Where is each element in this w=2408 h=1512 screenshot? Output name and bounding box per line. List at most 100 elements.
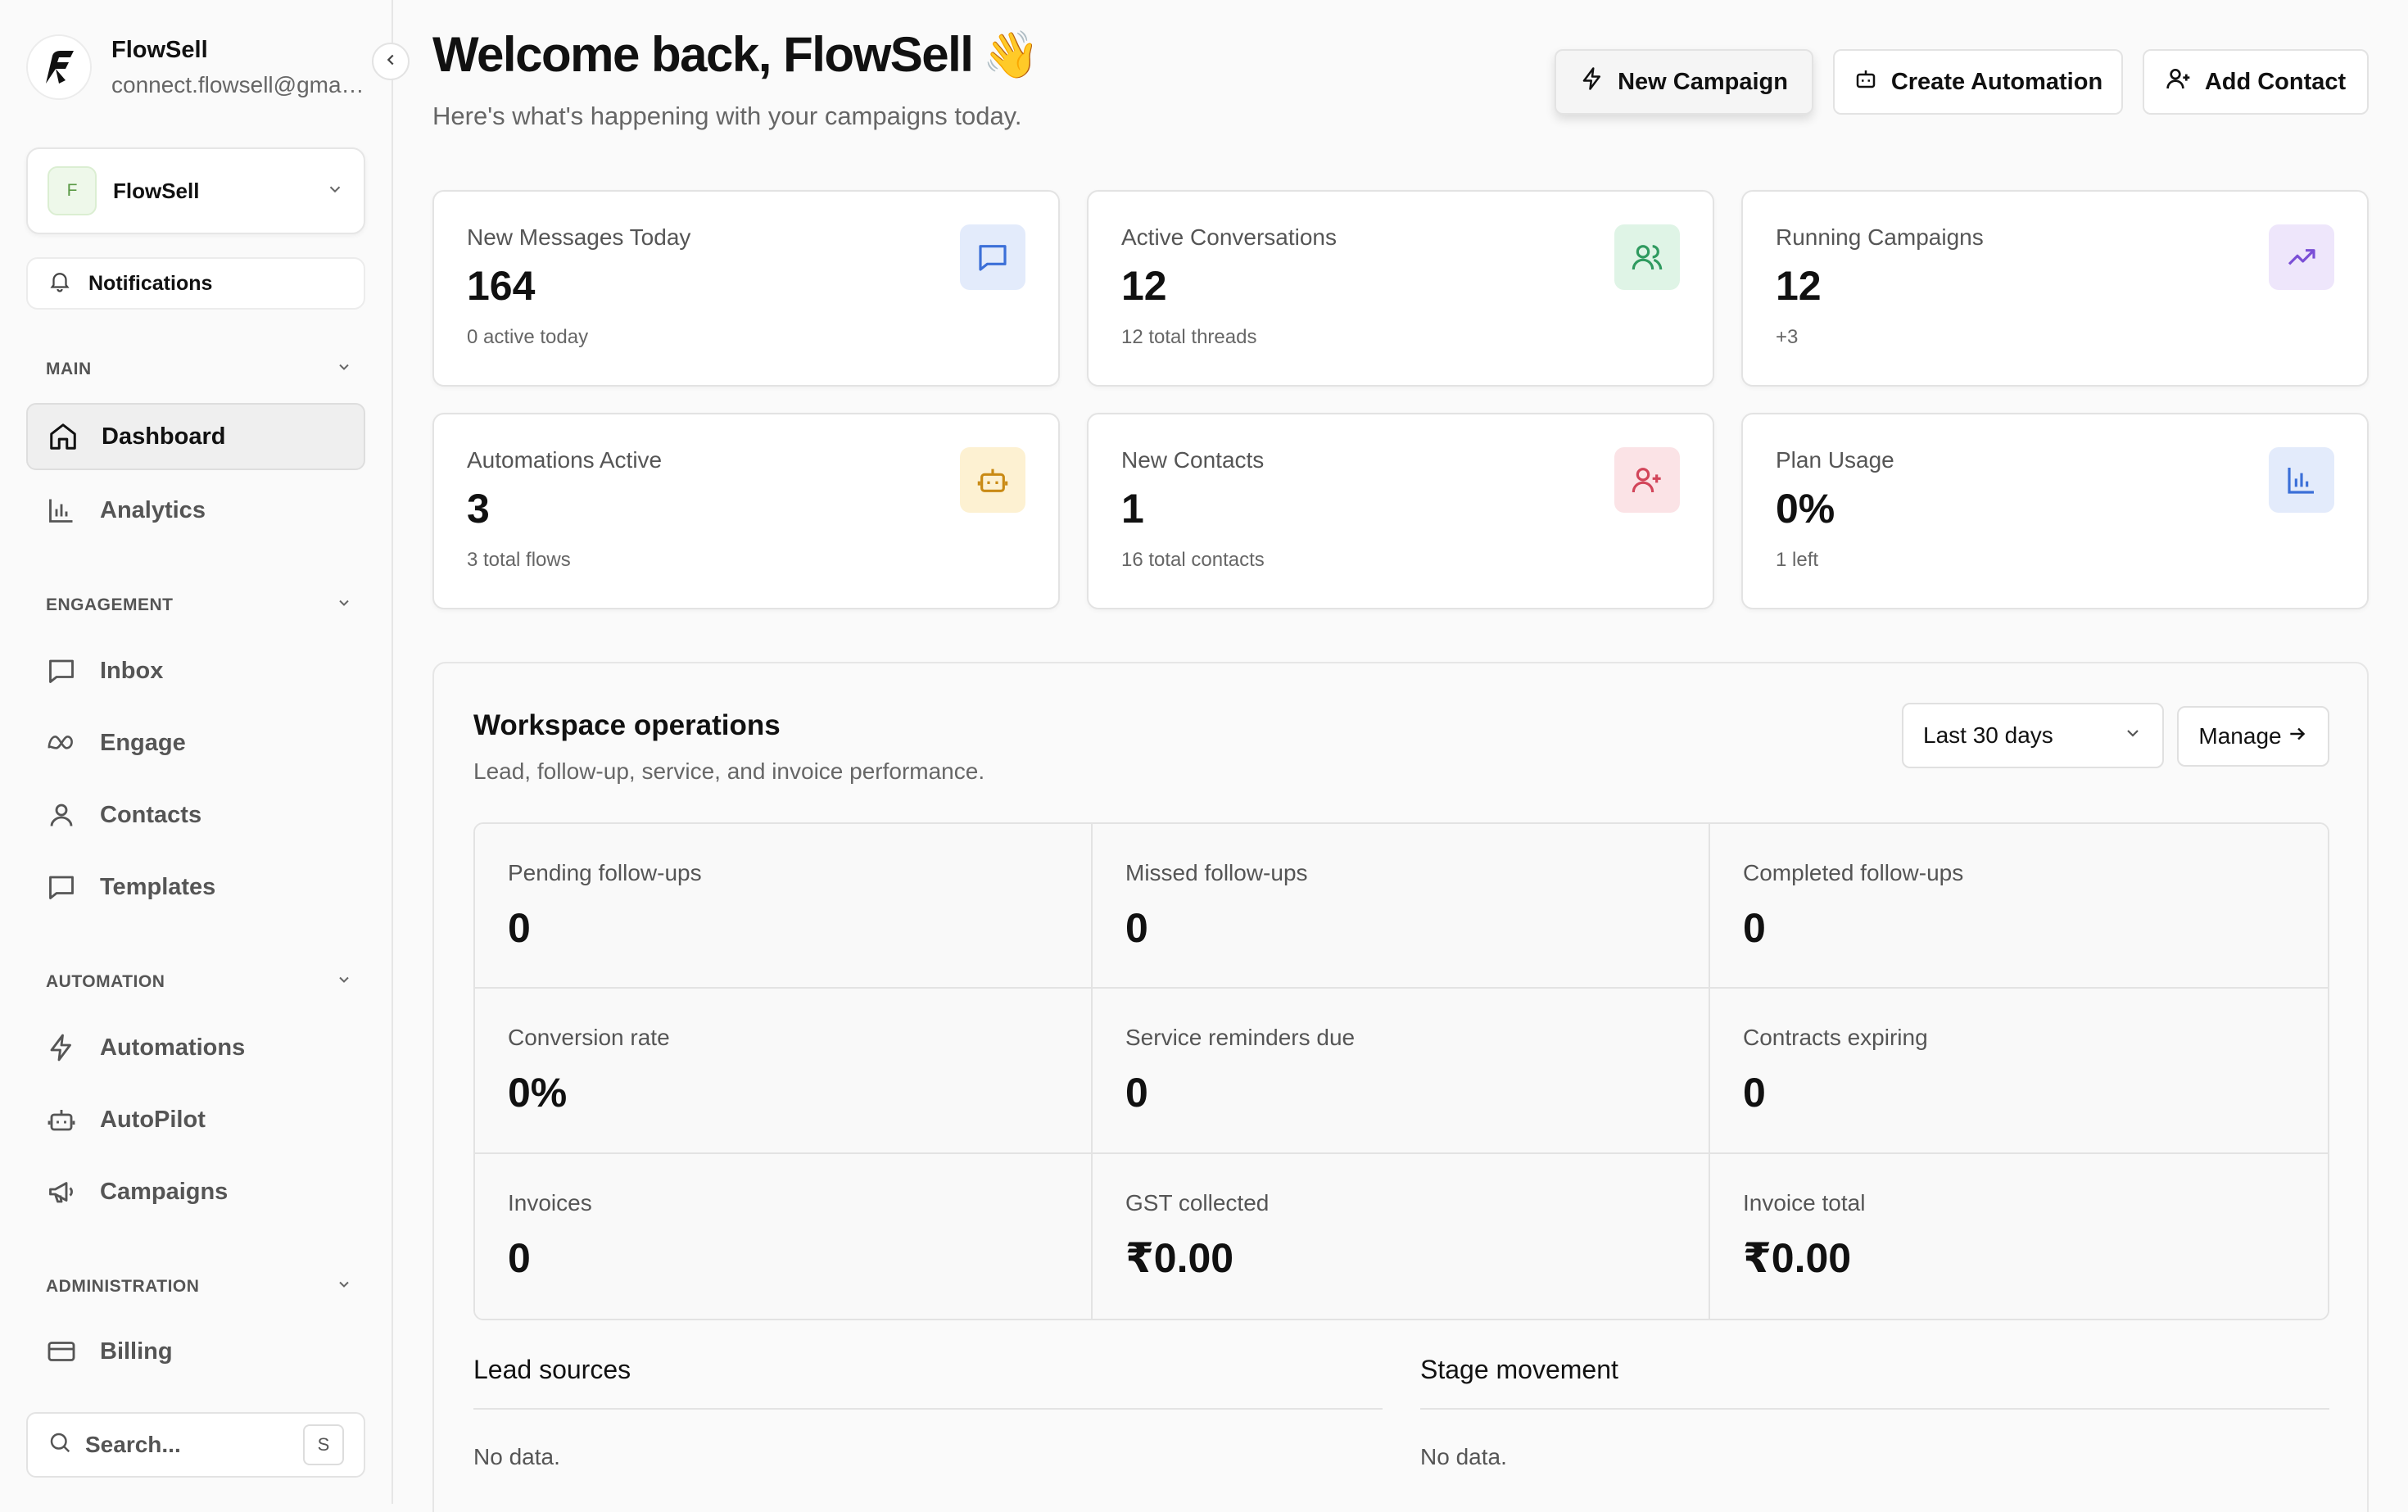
stat-subtext: +3 <box>1776 326 1799 348</box>
metric-value: ₹0.00 <box>1743 1234 1852 1281</box>
sidebar-item-analytics[interactable]: Analytics <box>26 477 365 544</box>
workspace-badge: F <box>48 166 97 215</box>
search-placeholder: Search... <box>85 1432 181 1457</box>
lead-sources-empty: No data. <box>473 1444 560 1469</box>
collapse-sidebar-button[interactable] <box>372 43 410 80</box>
workspace-name: FlowSell <box>113 178 200 203</box>
section-engagement[interactable]: ENGAGEMENT <box>46 595 352 616</box>
workspace-selector[interactable]: F FlowSell <box>26 147 365 234</box>
chevron-left-icon <box>382 51 400 73</box>
sidebar-item-inbox[interactable]: Inbox <box>26 637 365 704</box>
metric-contracts-expiring: Contracts expiring 0 <box>1710 989 2328 1154</box>
chevron-down-icon <box>326 180 344 202</box>
search-input[interactable]: Search... S <box>26 1412 365 1478</box>
metric-label: Pending follow-ups <box>508 860 702 885</box>
ops-metrics-grid: Pending follow-ups 0 Missed follow-ups 0 C… <box>473 822 2329 1320</box>
metric-label: Conversion rate <box>508 1025 670 1051</box>
stat-value: 0% <box>1776 486 1835 532</box>
section-main[interactable]: MAIN <box>46 359 352 380</box>
brand[interactable]: FlowSell connect.flowsell@gmai... <box>26 34 365 100</box>
notifications-button[interactable]: Notifications <box>26 257 365 310</box>
sidebar-item-label: Campaigns <box>100 1178 229 1205</box>
sidebar-item-label: Billing <box>100 1338 173 1365</box>
sidebar-item-campaigns[interactable]: Campaigns <box>26 1158 365 1225</box>
sidebar-item-engage[interactable]: Engage <box>26 709 365 776</box>
sidebar-item-label: Contacts <box>100 801 202 828</box>
sidebar-item-label: Analytics <box>100 496 206 523</box>
stat-card-running-campaigns[interactable]: Running Campaigns 12 +3 <box>1741 190 2369 387</box>
sidebar: FlowSell connect.flowsell@gmai... F Flow… <box>0 0 393 1504</box>
stat-card-new-contacts[interactable]: New Contacts 1 16 total contacts <box>1087 413 1714 609</box>
date-range-select[interactable]: Last 30 days <box>1902 703 2164 768</box>
meta-icon <box>46 727 77 758</box>
create-automation-label: Create Automation <box>1890 68 2103 95</box>
manage-button[interactable]: Manage <box>2177 706 2329 767</box>
megaphone-icon <box>46 1176 77 1207</box>
metric-label: GST collected <box>1125 1189 1270 1215</box>
metric-service-reminders-due: Service reminders due 0 <box>1093 989 1710 1154</box>
metric-value: ₹0.00 <box>1125 1234 1234 1281</box>
section-engagement-label: ENGAGEMENT <box>46 595 174 614</box>
sidebar-item-billing[interactable]: Billing <box>26 1318 365 1385</box>
stat-title: Active Conversations <box>1121 224 1338 250</box>
stat-title: Plan Usage <box>1776 447 1894 473</box>
metric-label: Completed follow-ups <box>1743 860 1964 885</box>
ops-title: Workspace operations <box>473 709 781 741</box>
chevron-down-icon <box>336 971 352 993</box>
bar-chart-icon <box>2269 447 2334 513</box>
stage-movement-title: Stage movement <box>1420 1355 2329 1410</box>
metric-invoice-total: Invoice total ₹0.00 <box>1710 1153 2328 1319</box>
stat-subtext: 1 left <box>1776 549 1819 571</box>
new-campaign-label: New Campaign <box>1618 68 1788 95</box>
sidebar-item-automations[interactable]: Automations <box>26 1014 365 1081</box>
add-contact-label: Add Contact <box>2204 68 2347 95</box>
flowsell-logo-icon <box>26 34 92 100</box>
new-campaign-button[interactable]: New Campaign <box>1555 49 1813 115</box>
page-title-text: Welcome back, FlowSell <box>432 27 974 82</box>
sidebar-item-contacts[interactable]: Contacts <box>26 781 365 849</box>
metric-value: 0 <box>1743 905 1766 951</box>
sidebar-item-templates[interactable]: Templates <box>26 853 365 921</box>
stat-card-plan-usage[interactable]: Plan Usage 0% 1 left <box>1741 413 2369 609</box>
bar-chart-icon <box>46 495 77 526</box>
stat-value: 12 <box>1776 263 1822 309</box>
sidebar-item-label: AutoPilot <box>100 1106 206 1133</box>
wave-emoji: 👋 <box>982 28 1039 80</box>
section-automation[interactable]: AUTOMATION <box>46 971 352 993</box>
stat-subtext: 12 total threads <box>1121 326 1257 348</box>
message-icon <box>960 224 1025 290</box>
user-plus-icon <box>2166 66 2192 98</box>
sidebar-item-dashboard[interactable]: Dashboard <box>26 403 365 470</box>
stat-card-new-messages[interactable]: New Messages Today 164 0 active today <box>432 190 1060 387</box>
bell-icon <box>48 269 72 299</box>
bot-icon <box>46 1104 77 1135</box>
metric-missed-follow-ups: Missed follow-ups 0 <box>1093 824 1710 989</box>
sidebar-item-autopilot[interactable]: AutoPilot <box>26 1086 365 1153</box>
lead-sources-title: Lead sources <box>473 1355 1383 1410</box>
metric-label: Service reminders due <box>1125 1025 1356 1051</box>
message-square-icon <box>46 655 77 686</box>
create-automation-button[interactable]: Create Automation <box>1833 49 2123 115</box>
search-icon <box>48 1430 72 1460</box>
page-title: Welcome back, FlowSell 👋 <box>432 26 1039 83</box>
metric-label: Invoice total <box>1743 1189 1866 1215</box>
users-icon <box>1614 224 1680 290</box>
add-contact-button[interactable]: Add Contact <box>2143 49 2369 115</box>
sidebar-item-label: Templates <box>100 873 216 900</box>
stat-title: New Contacts <box>1121 447 1265 473</box>
metric-value: 0 <box>1125 1070 1148 1116</box>
bot-icon <box>960 447 1025 513</box>
manage-label: Manage <box>2198 723 2282 749</box>
workspace-operations-panel: Workspace operations Lead, follow-up, se… <box>432 662 2369 1512</box>
zap-icon <box>1580 66 1605 97</box>
stat-card-automations-active[interactable]: Automations Active 3 3 total flows <box>432 413 1060 609</box>
stage-movement-empty: No data. <box>1420 1444 1507 1469</box>
chevron-down-icon <box>2123 722 2143 749</box>
metric-value: 0 <box>508 1234 531 1281</box>
ops-subtitle: Lead, follow-up, service, and invoice pe… <box>473 758 985 784</box>
section-administration[interactable]: ADMINISTRATION <box>46 1276 352 1297</box>
metric-value: 0 <box>1125 905 1148 951</box>
stat-value: 164 <box>467 263 536 309</box>
stat-card-active-conversations[interactable]: Active Conversations 12 12 total threads <box>1087 190 1714 387</box>
stat-title: Automations Active <box>467 447 663 473</box>
